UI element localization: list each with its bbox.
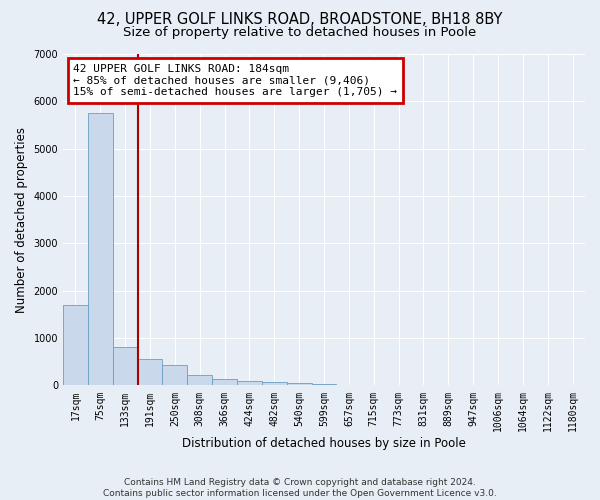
Y-axis label: Number of detached properties: Number of detached properties (15, 126, 28, 312)
Bar (88, 113, 113, 386)
Bar (163, 364, 187, 386)
Text: Size of property relative to detached houses in Poole: Size of property relative to detached ho… (124, 26, 476, 39)
X-axis label: Distribution of detached houses by size in Poole: Distribution of detached houses by size … (182, 437, 466, 450)
Bar (113, 346, 137, 386)
Bar (63, 305, 88, 386)
Bar (187, 374, 212, 386)
Bar (237, 380, 262, 386)
Bar (137, 360, 163, 386)
Text: 42 UPPER GOLF LINKS ROAD: 184sqm
← 85% of detached houses are smaller (9,406)
15: 42 UPPER GOLF LINKS ROAD: 184sqm ← 85% o… (73, 64, 397, 97)
Bar (337, 384, 361, 386)
Bar (287, 383, 311, 386)
Text: 42, UPPER GOLF LINKS ROAD, BROADSTONE, BH18 8BY: 42, UPPER GOLF LINKS ROAD, BROADSTONE, B… (97, 12, 503, 28)
Text: Contains HM Land Registry data © Crown copyright and database right 2024.
Contai: Contains HM Land Registry data © Crown c… (103, 478, 497, 498)
Bar (262, 382, 287, 386)
Bar (212, 378, 237, 386)
Bar (311, 384, 337, 386)
